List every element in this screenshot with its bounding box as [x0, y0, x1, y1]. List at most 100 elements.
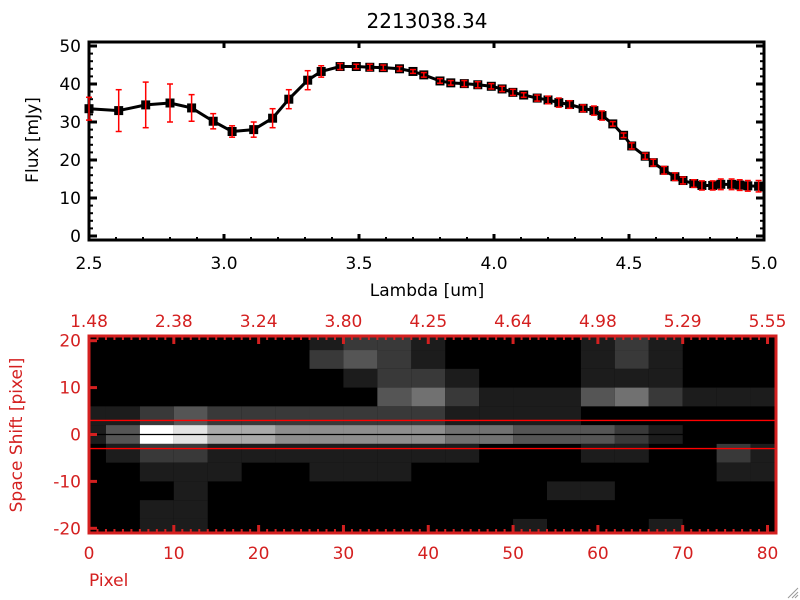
error-bar — [609, 120, 616, 127]
heatmap-cell — [377, 462, 412, 482]
heatmap-cell — [377, 406, 412, 426]
heatmap-cell — [750, 443, 776, 463]
heatmap-cell — [513, 387, 547, 407]
top-axis-tick-label: 4.25 — [409, 312, 447, 332]
heatmap-cell — [343, 368, 378, 388]
y-tick-label: 30 — [59, 113, 81, 133]
heatmap-cell — [716, 443, 751, 463]
error-bar — [304, 69, 311, 91]
y-tick-label: 0 — [70, 227, 81, 247]
heatmap-cell — [139, 443, 174, 463]
y-axis-label: Space Shift [pixel] — [7, 358, 27, 513]
resize-grip-icon — [787, 587, 799, 599]
heatmap-cell — [614, 387, 649, 407]
error-bar — [353, 63, 360, 70]
error-bar — [580, 104, 587, 113]
y-tick-label: 50 — [59, 37, 81, 57]
x-tick-label: 5.0 — [750, 254, 777, 274]
top-axis-tick-label: 4.98 — [579, 312, 617, 332]
error-bar — [366, 63, 373, 72]
heatmap-cell — [343, 443, 378, 463]
error-bar — [250, 121, 257, 138]
spectrum-plot: 2213038.34 Lambda [um] Flux [mJy] 2.5 3.0… — [23, 9, 778, 301]
heatmap-cell — [275, 443, 310, 463]
error-bar — [285, 88, 292, 110]
error-bar — [337, 62, 344, 71]
heatmap-cell — [173, 462, 208, 482]
x-tick-label: 3.0 — [210, 254, 237, 274]
x-tick-label: 4.0 — [480, 254, 507, 274]
heatmap-cell — [377, 443, 412, 463]
heatmap-cell — [411, 387, 446, 407]
error-bar — [709, 180, 716, 191]
top-axis-tick-label: 1.48 — [70, 312, 108, 332]
heatmap-cell — [648, 350, 683, 369]
error-bar — [86, 96, 92, 121]
heatmap-cell — [547, 387, 581, 407]
error-bar — [698, 180, 705, 191]
top-axis-tick-label: 4.64 — [494, 312, 532, 332]
heatmap-cell — [275, 406, 310, 426]
error-bar — [380, 64, 387, 72]
heatmap-cell — [411, 406, 446, 426]
error-bar — [229, 125, 236, 138]
error-bar — [650, 158, 657, 167]
x-tick-label: 80 — [757, 544, 779, 564]
heatmap-cell — [377, 368, 412, 388]
heatmap-cell — [682, 387, 717, 407]
x-tick-label: 2.5 — [75, 254, 102, 274]
y-tick-label: 20 — [59, 332, 81, 352]
spatial-image-plot: 0 1.48 10 2.38 20 3.24 30 3.80 40 4.25 50 4.64 60 4.9… — [7, 312, 786, 591]
error-bar — [642, 152, 649, 160]
heatmap-cell — [411, 368, 446, 388]
heatmap-cell — [343, 350, 378, 369]
error-bar — [420, 71, 427, 78]
x-tick-label: 70 — [672, 544, 694, 564]
error-bar — [437, 77, 443, 84]
error-bar — [520, 91, 527, 99]
error-bar — [690, 179, 697, 189]
error-bar — [115, 88, 122, 133]
heatmap-cell — [445, 368, 480, 388]
error-bar — [499, 85, 506, 93]
error-bar — [620, 132, 627, 139]
error-bar — [142, 81, 149, 129]
heatmap-cell — [207, 462, 242, 482]
error-bar — [318, 65, 325, 78]
error-bar — [545, 95, 551, 105]
error-bar — [728, 178, 735, 191]
top-axis-tick-label: 3.24 — [240, 312, 278, 332]
error-bar — [410, 68, 416, 75]
heatmap-cell — [105, 406, 140, 426]
x-axis-label: Lambda [um] — [370, 281, 484, 301]
heatmap-cell — [89, 406, 106, 426]
y-axis-label: Flux [mJy] — [23, 97, 43, 183]
y-tick-label: -20 — [53, 519, 81, 539]
heatmap-cell — [207, 406, 242, 426]
heatmap-cell — [547, 481, 581, 501]
error-bar — [717, 178, 724, 191]
heatmap-cell — [139, 406, 174, 426]
heatmap-cell — [750, 387, 776, 407]
error-bar — [210, 112, 217, 130]
x-tick-label: 40 — [417, 544, 439, 564]
heatmap-cell — [411, 443, 446, 463]
heatmap-cell — [648, 387, 683, 407]
heatmap-cell — [445, 443, 480, 463]
heatmap-cell — [139, 500, 174, 519]
y-tick-label: 0 — [70, 426, 81, 446]
heatmap-cell — [309, 406, 344, 426]
heatmap-cell — [173, 443, 208, 463]
heatmap-cell — [580, 350, 615, 369]
x-tick-label: 3.5 — [345, 254, 372, 274]
heatmap-cell — [716, 387, 751, 407]
heatmap-cell — [580, 443, 615, 463]
x-tick-label: 4.5 — [615, 254, 642, 274]
heatmap-cell — [411, 350, 446, 369]
heatmap-cell — [241, 406, 276, 426]
heatmap-cell — [513, 406, 547, 426]
heatmap-cell — [241, 443, 276, 463]
plot-frame — [87, 40, 766, 242]
heatmap-cell — [580, 387, 615, 407]
